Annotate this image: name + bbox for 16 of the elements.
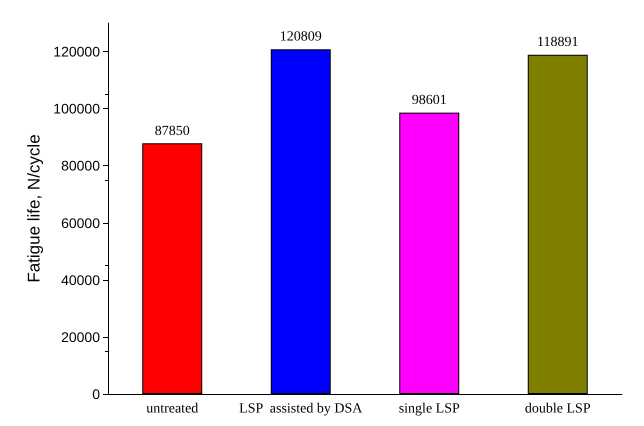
x-tick-label: LSP assisted by DSA [239,402,364,416]
y-tick-label: 60000 [61,214,100,231]
data-label: 98601 [412,93,447,108]
y-axis-title: Fatigue life, N/cycle [24,134,44,283]
data-label: 87850 [154,124,190,139]
y-tick-label: 100000 [53,100,100,117]
x-tick-label: single LSP [398,402,460,416]
x-tick-label: double LSP [524,402,591,416]
y-tick-label: 0 [92,386,100,402]
data-label: 120809 [280,30,322,45]
y-tick-label: 20000 [61,328,100,345]
y-tick-label: 40000 [61,272,100,288]
x-tick-label: untreated [146,402,198,416]
y-tick-label: 80000 [61,158,100,174]
data-label: 118891 [537,35,578,50]
y-tick-label: 120000 [53,44,100,60]
